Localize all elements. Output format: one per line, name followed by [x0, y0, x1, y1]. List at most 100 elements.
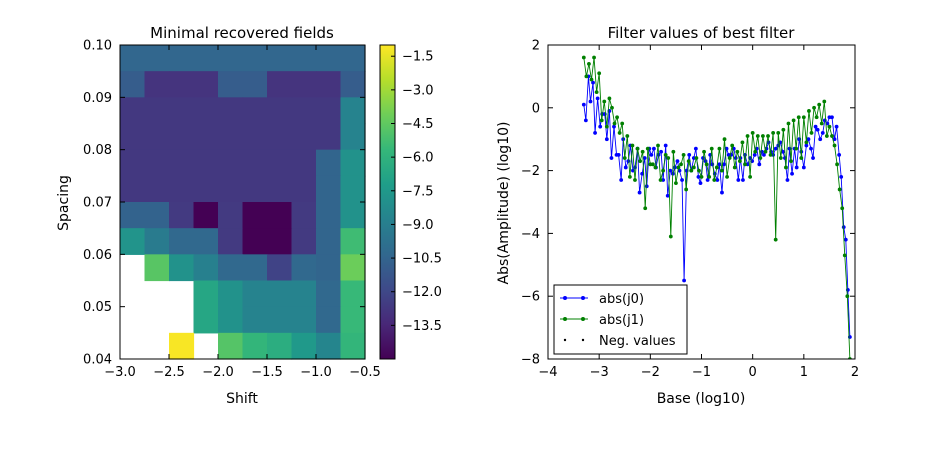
- data-point: [581, 55, 586, 60]
- heatmap-y-tick-label: 0.09: [83, 91, 112, 106]
- heatmap-cell: [193, 97, 219, 125]
- data-point: [594, 90, 599, 94]
- heatmap-y-axis-label: Spacing: [56, 175, 72, 231]
- data-point: [653, 165, 658, 170]
- data-point: [592, 55, 596, 60]
- data-point: [789, 159, 793, 164]
- data-point: [745, 134, 750, 138]
- heatmap-cell: [291, 97, 317, 125]
- heatmap-cell: [169, 228, 195, 255]
- heatmap-cell: [242, 45, 268, 72]
- data-point: [686, 159, 691, 164]
- heatmap-cell: [242, 254, 268, 282]
- data-point: [717, 162, 722, 167]
- data-point: [717, 146, 722, 151]
- heatmap-cell: [242, 280, 268, 308]
- heatmap-cell: [193, 280, 219, 308]
- data-point: [839, 174, 844, 179]
- data-point: [809, 131, 814, 135]
- heatmap-cell: [144, 149, 170, 177]
- data-point: [643, 206, 648, 211]
- heatmap-cell: [242, 149, 268, 177]
- heatmap-cell: [218, 123, 244, 151]
- data-point: [612, 124, 616, 129]
- data-point: [709, 146, 714, 151]
- heatmap-title: Minimal recovered fields: [150, 24, 334, 42]
- heatmap-cell: [316, 149, 342, 177]
- heatmap-cell: [169, 175, 195, 203]
- line-title: Filter values of best filter: [608, 24, 796, 42]
- line-x-ticks: −4 −3 −2 −1 0 1 2: [538, 45, 859, 380]
- heatmap-cell: [316, 97, 342, 125]
- legend: abs(j0) abs(j1) Neg. values: [553, 284, 688, 355]
- data-point: [811, 156, 815, 160]
- data-point: [730, 143, 735, 148]
- data-point: [715, 178, 720, 182]
- data-point: [832, 143, 837, 148]
- heatmap-cell: [242, 228, 268, 255]
- colorbar-tick-label: −12.0: [402, 285, 442, 300]
- heatmap-panel: Minimal recovered fields −3.0 −2.5 −2.0 −1.…: [56, 24, 442, 407]
- data-point: [627, 174, 632, 179]
- data-point: [642, 156, 647, 160]
- data-point: [784, 165, 788, 170]
- data-point: [814, 115, 819, 120]
- heatmap-cell: [316, 306, 342, 334]
- heatmap-cell: [193, 71, 219, 98]
- line-x-tick-label: 2: [851, 365, 859, 380]
- heatmap-x-tick-label: −2.0: [202, 365, 234, 380]
- data-point: [753, 149, 758, 154]
- data-point: [665, 193, 670, 198]
- heatmap-cell: [120, 45, 146, 72]
- heatmap-cell: [291, 280, 317, 308]
- heatmap-cell: [340, 149, 366, 177]
- colorbar-tick-label: −4.5: [402, 117, 434, 132]
- data-point: [791, 118, 796, 123]
- data-point: [842, 253, 847, 258]
- data-point: [676, 165, 681, 170]
- heatmap-cell: [144, 97, 170, 125]
- data-point: [812, 105, 816, 110]
- line-y-ticks: −8 −6 −4 −2 0 2: [521, 39, 855, 368]
- data-point: [834, 124, 839, 129]
- data-point: [675, 159, 680, 164]
- data-point: [799, 156, 804, 160]
- line-series-group: [581, 55, 852, 359]
- line-y-tick-label: 2: [532, 39, 540, 54]
- heatmap-x-tick-label: −2.5: [153, 365, 185, 380]
- data-point: [840, 206, 845, 211]
- data-point: [602, 99, 607, 104]
- data-point: [818, 137, 823, 142]
- data-point: [610, 105, 614, 110]
- data-point: [644, 184, 649, 189]
- data-point: [720, 168, 724, 173]
- heatmap-cell: [340, 71, 366, 98]
- data-point: [650, 162, 655, 167]
- heatmap-y-tick-label: 0.05: [83, 300, 112, 315]
- heatmap-cell: [267, 202, 293, 229]
- data-point: [698, 181, 703, 186]
- legend-j0-marker: [581, 296, 585, 300]
- heatmap-cell: [340, 280, 366, 308]
- data-point: [707, 174, 712, 179]
- legend-neg-marker: [563, 338, 567, 342]
- data-point: [785, 178, 790, 182]
- data-point: [804, 140, 809, 145]
- data-point: [626, 159, 631, 164]
- data-point: [583, 118, 588, 123]
- data-point: [645, 146, 650, 151]
- line-y-axis-label: Abs(Amplitude) (log10): [496, 122, 512, 285]
- heatmap-cell: [316, 254, 342, 282]
- heatmap-x-tick-label: −3.0: [104, 365, 136, 380]
- heatmap-y-tick-label: 0.10: [83, 39, 112, 54]
- data-point: [588, 99, 593, 104]
- colorbar-tick-label: −7.5: [402, 184, 434, 199]
- heatmap-cell: [218, 149, 244, 177]
- data-point: [623, 165, 628, 170]
- data-point: [668, 168, 673, 173]
- data-point: [845, 294, 850, 299]
- data-point: [801, 115, 806, 120]
- data-point: [722, 162, 726, 167]
- data-point: [649, 153, 654, 157]
- heatmap-cell: [120, 175, 146, 203]
